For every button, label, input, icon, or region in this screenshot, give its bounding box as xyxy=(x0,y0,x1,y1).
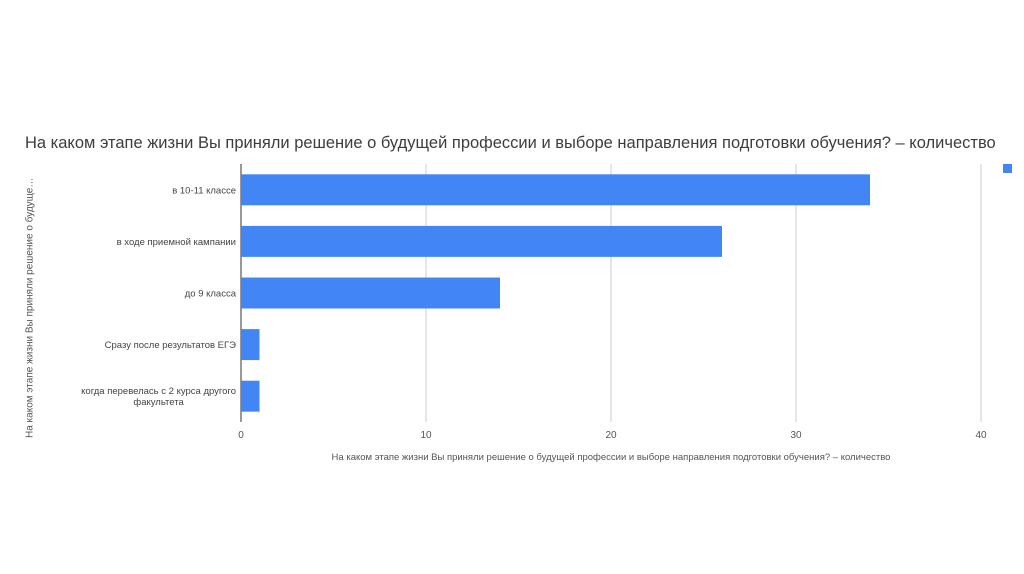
bar xyxy=(241,380,260,412)
category-label-line: до 9 класса xyxy=(185,289,237,300)
category-label-line: в ходе приемной кампании xyxy=(117,237,236,248)
x-ticks: 0 10 20 30 40 xyxy=(238,430,987,441)
category-label: Сразу после результатов ЕГЭ xyxy=(105,340,237,351)
x-tick-label: 20 xyxy=(605,430,617,441)
legend-swatch xyxy=(1003,164,1012,173)
category-label: в ходе приемной кампании xyxy=(117,237,236,248)
bar xyxy=(241,225,722,257)
chart-title: На каком этапе жизни Вы приняли решение … xyxy=(25,134,996,152)
category-label-line: когда перевелась с 2 курса другого xyxy=(81,386,236,397)
x-axis-title: На каком этапе жизни Вы приняли решение … xyxy=(331,452,891,463)
bars xyxy=(241,174,870,412)
category-label-line: в 10-11 классе xyxy=(172,185,236,196)
x-tick-label: 30 xyxy=(790,430,802,441)
category-labels: в 10-11 классе в ходе приемной кампании до… xyxy=(81,185,237,408)
category-label-line: Сразу после результатов ЕГЭ xyxy=(105,340,237,351)
category-label-line: факультета xyxy=(133,397,184,408)
x-tick-label: 40 xyxy=(975,430,987,441)
bar xyxy=(241,329,260,361)
bar xyxy=(241,277,500,309)
category-label: когда перевелась с 2 курса другого факуль… xyxy=(81,386,236,408)
category-label: до 9 класса xyxy=(185,289,237,300)
x-tick-label: 10 xyxy=(420,430,432,441)
bar xyxy=(241,174,870,206)
x-tick-label: 0 xyxy=(238,430,244,441)
category-label: в 10-11 классе xyxy=(172,185,236,196)
